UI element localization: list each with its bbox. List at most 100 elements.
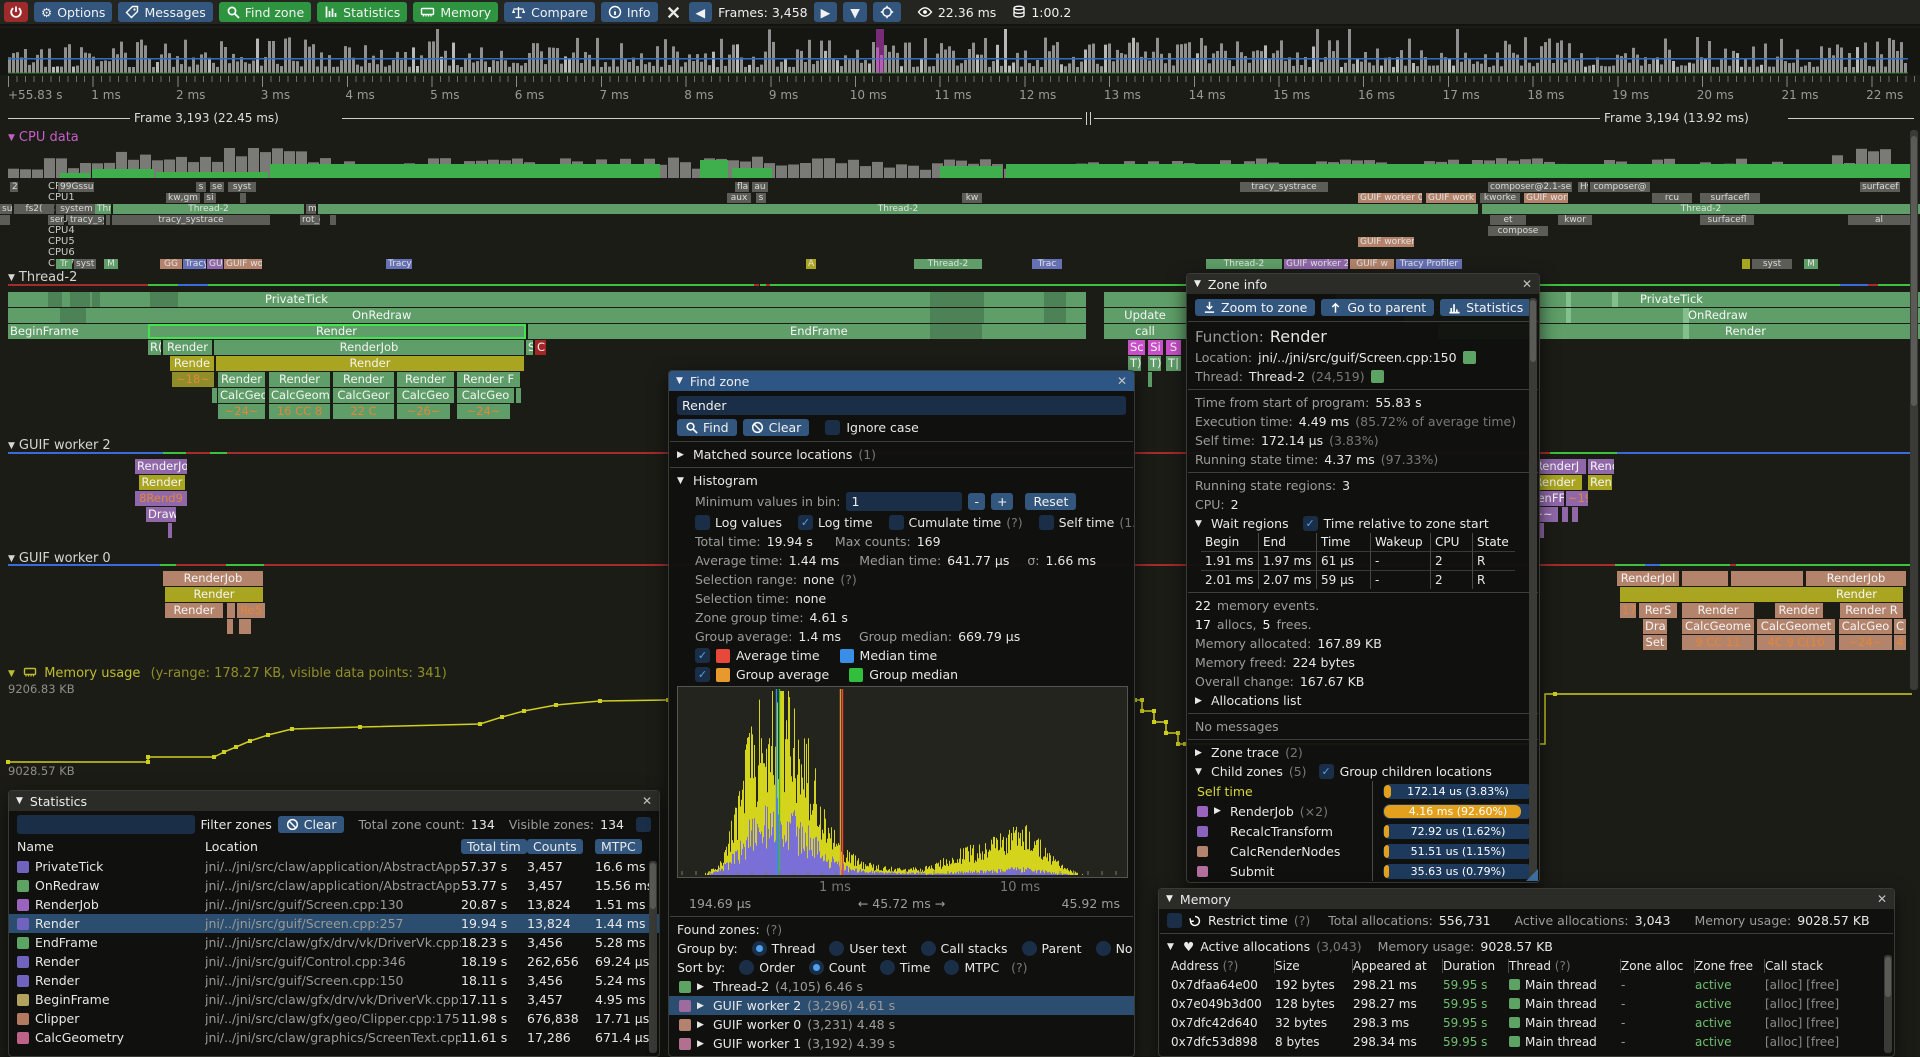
timeline-zone[interactable]: ~19~ bbox=[1566, 491, 1588, 506]
sort-by-radio[interactable]: Order bbox=[739, 960, 795, 975]
restrict-time-checkbox[interactable] bbox=[1167, 913, 1182, 928]
clear-button[interactable]: Clear bbox=[743, 419, 810, 436]
timeline-zone[interactable] bbox=[1148, 372, 1152, 387]
col-counts[interactable]: Counts bbox=[527, 839, 583, 854]
timeline-zone[interactable] bbox=[1612, 292, 1618, 307]
group-by-radio[interactable]: User text bbox=[829, 941, 906, 956]
cpu-zone[interactable]: GUIF worker bbox=[1358, 237, 1414, 247]
timeline-zone[interactable]: CalcGeo bbox=[457, 388, 514, 403]
timeline-zone[interactable] bbox=[1044, 308, 1066, 323]
frame-markers[interactable]: Frame 3,193 (22.45 ms) Frame 3,194 (13.9… bbox=[0, 110, 1920, 126]
timeline-zone[interactable]: Set bbox=[1643, 635, 1667, 650]
cpu-zone[interactable] bbox=[330, 215, 336, 225]
compare-button[interactable]: Compare bbox=[504, 2, 595, 22]
timeline-zone[interactable]: Render bbox=[216, 356, 524, 371]
found-zone-group[interactable]: ▶GUIF worker 1(3,192) 4.39 s bbox=[669, 1034, 1134, 1053]
child-zone-row[interactable]: RecalcTransform 72.92 us (1.62%) bbox=[1187, 821, 1539, 841]
timeline-zone[interactable]: C bbox=[1894, 619, 1906, 634]
cpu-zone[interactable]: kworke bbox=[1480, 193, 1520, 203]
timeline-zone[interactable]: RenderJob bbox=[1806, 571, 1906, 586]
histogram-option-checkbox[interactable]: Self time(1.16%) bbox=[1039, 515, 1135, 530]
memory-allocation-row[interactable]: 0x7dfc42d64032 bytes298.3 ms59.95 s Main… bbox=[1159, 1013, 1894, 1032]
cpu-zone[interactable]: surfacefl bbox=[1700, 193, 1760, 203]
statistics-row[interactable]: RenderJob jni/../jni/src/guif/Screen.cpp… bbox=[9, 895, 659, 914]
col-total-time[interactable]: Total tim bbox=[461, 839, 527, 854]
timeline-zone[interactable]: Render R bbox=[1840, 603, 1903, 618]
sort-by-radio[interactable]: Time bbox=[880, 960, 931, 975]
statistics-titlebar[interactable]: ▼Statistics✕ bbox=[9, 791, 659, 811]
timeline-zone[interactable]: RenderJol bbox=[135, 459, 187, 474]
timeline-zone[interactable]: T) bbox=[1148, 356, 1161, 371]
timeline-zone[interactable]: RenderJob bbox=[163, 571, 263, 586]
cpu-zone[interactable]: Tr bbox=[56, 259, 72, 269]
thread-color-swatch[interactable] bbox=[1371, 370, 1384, 383]
timeline-zone[interactable] bbox=[930, 308, 984, 323]
timeline-zone[interactable]: Render bbox=[218, 372, 265, 387]
cpu-data-header[interactable]: ▼CPU data bbox=[8, 130, 79, 145]
prev-frame-button[interactable]: ◀ bbox=[689, 2, 713, 22]
memory-allocation-row[interactable]: 0x7e049b3d00128 bytes298.27 ms59.95 s Ma… bbox=[1159, 994, 1894, 1013]
bin-decrease-button[interactable]: - bbox=[968, 493, 985, 510]
cpu-zone[interactable]: Thre bbox=[95, 204, 111, 214]
timeline-zone[interactable]: RenderJob bbox=[214, 340, 524, 355]
cpu-zone[interactable]: Hw bbox=[1578, 182, 1588, 192]
find-zone-titlebar[interactable]: ▼Find zone✕ bbox=[669, 371, 1134, 391]
memory-scrollbar[interactable] bbox=[1884, 955, 1892, 1053]
timeline-zone[interactable] bbox=[227, 619, 233, 634]
timeline-zone[interactable]: Render bbox=[139, 475, 185, 490]
memory-window[interactable]: ▼Memory✕ Restrict time(?) Total allocati… bbox=[1158, 888, 1895, 1057]
focus-frame-button[interactable] bbox=[873, 2, 901, 22]
legend-checkbox[interactable]: ✓ bbox=[695, 667, 710, 682]
cpu-zone[interactable]: rot_d bbox=[300, 215, 320, 225]
timeline-zone[interactable]: ~24~ bbox=[218, 404, 265, 419]
cpu-zone[interactable]: 2 bbox=[10, 182, 18, 192]
frame-overview-strip[interactable] bbox=[0, 28, 1920, 75]
timeline-zone[interactable]: CalcGeome bbox=[269, 388, 330, 403]
close-icon[interactable]: ✕ bbox=[642, 794, 652, 808]
histogram-option-checkbox[interactable]: ✓Log time bbox=[798, 515, 873, 530]
timeline-zone[interactable] bbox=[930, 292, 984, 307]
child-zone-row[interactable]: CalcRenderNodes 51.51 us (1.15%) bbox=[1187, 841, 1539, 861]
cpu-zone[interactable]: kwor bbox=[1558, 215, 1592, 225]
timeline-zone[interactable] bbox=[1572, 507, 1578, 522]
cpu-zone[interactable]: Tracy bbox=[386, 259, 412, 269]
cpu-zone[interactable]: Tracy bbox=[183, 259, 206, 269]
histogram-section[interactable]: ▼Histogram bbox=[669, 471, 1134, 490]
timeline-zone[interactable] bbox=[1682, 571, 1728, 586]
cpu-zone[interactable]: tracy_sysn bbox=[68, 215, 104, 225]
timeline-zone[interactable]: Rend bbox=[1588, 459, 1614, 474]
histogram-option-checkbox[interactable]: Cumulate time(?) bbox=[889, 515, 1023, 530]
cpu-zone[interactable]: tracy_systrace bbox=[1240, 182, 1328, 192]
timeline-zone[interactable]: Draw bbox=[146, 507, 176, 522]
child-zone-row[interactable]: Self time 172.14 us (3.83%) bbox=[1187, 781, 1539, 801]
statistics-row[interactable]: PrivateTick jni/../jni/src/claw/applicat… bbox=[9, 857, 659, 876]
cpu-zone[interactable]: Tracy Profiler bbox=[1396, 259, 1462, 269]
statistics-row[interactable]: BeginFrame jni/../jni/src/claw/gfx/drv/v… bbox=[9, 990, 659, 1009]
zoom-to-zone-button[interactable]: Zoom to zone bbox=[1195, 299, 1315, 316]
reset-button[interactable]: Reset bbox=[1025, 493, 1076, 510]
timeline-zone[interactable]: 8Rend9 bbox=[135, 491, 187, 506]
cpu-zone[interactable] bbox=[106, 215, 110, 225]
timeline-zone[interactable]: ~24~ bbox=[457, 404, 510, 419]
messages-button[interactable]: Messages bbox=[118, 2, 212, 22]
timeline-zone[interactable]: CalcGeo bbox=[218, 388, 265, 403]
cpu-zone[interactable]: tracy_systrace bbox=[112, 215, 270, 225]
timeline-zone[interactable]: Sc bbox=[1128, 340, 1145, 355]
timeline-zone[interactable]: CalcGeome bbox=[1682, 619, 1754, 634]
timeline-zone[interactable]: Render bbox=[269, 372, 330, 387]
timeline-zone[interactable] bbox=[8, 308, 1086, 323]
memory-titlebar[interactable]: ▼Memory✕ bbox=[1159, 889, 1894, 909]
statistics-window[interactable]: ▼Statistics✕ Filter zones Clear Total zo… bbox=[8, 790, 660, 1057]
timeline-zone[interactable]: Render bbox=[165, 603, 223, 618]
cpu-zone[interactable]: GUIF worke bbox=[1524, 193, 1568, 203]
collapse-icon[interactable]: ▼ bbox=[16, 796, 23, 806]
group-by-radio[interactable]: Call stacks bbox=[921, 941, 1008, 956]
cpu-zone[interactable]: fla bbox=[735, 182, 749, 192]
close-icon[interactable]: ✕ bbox=[1877, 892, 1887, 906]
cpu-zone[interactable]: aux bbox=[727, 193, 751, 203]
cpu-zone[interactable]: Thread-2 bbox=[1482, 204, 1920, 214]
timeline-zone[interactable]: 16 CC 8 bbox=[269, 404, 330, 419]
wait-region-row[interactable]: 2.01 ms2.07 ms59 μs-2R bbox=[1187, 570, 1539, 589]
timeline-zone[interactable]: Render bbox=[397, 372, 454, 387]
timeline-zone[interactable]: R( bbox=[148, 340, 161, 355]
